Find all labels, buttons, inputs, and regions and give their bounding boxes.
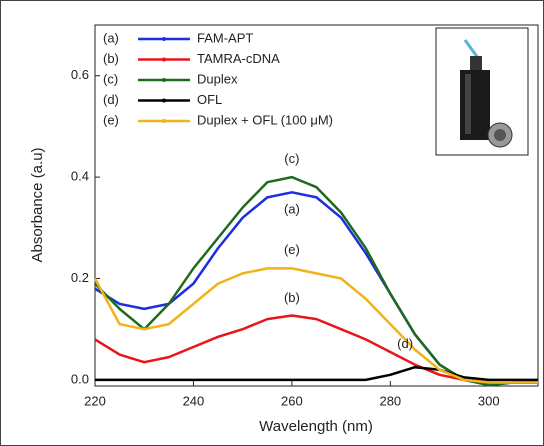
curve-annotation: (e)	[284, 242, 300, 257]
legend-marker	[162, 37, 166, 41]
legend-tag: (b)	[103, 51, 119, 66]
curve-annotation: (d)	[397, 336, 413, 351]
x-tick-label: 280	[379, 393, 401, 408]
legend-tag: (d)	[103, 92, 119, 107]
x-tick-label: 220	[84, 393, 106, 408]
legend-label: TAMRA-cDNA	[197, 51, 280, 66]
y-tick-label: 0.6	[71, 67, 89, 82]
inset-image	[435, 27, 529, 156]
series-line	[95, 365, 538, 382]
legend-marker	[162, 57, 166, 62]
legend-marker	[162, 119, 166, 123]
legend-label: OFL	[197, 92, 222, 107]
x-tick-label: 240	[183, 393, 205, 408]
curve-annotation: (c)	[284, 151, 299, 166]
curve-annotation: (a)	[284, 202, 300, 217]
plot-frame	[94, 24, 539, 387]
legend-label: Duplex + OFL (100 μM)	[197, 112, 333, 127]
legend-label: Duplex	[197, 71, 238, 86]
legend-tag: (a)	[103, 30, 119, 45]
legend-tag: (e)	[103, 112, 119, 127]
y-axis-label: Absorbance (a.u)	[29, 147, 46, 262]
series-line	[93, 267, 538, 384]
legend-marker	[162, 78, 166, 82]
curve-annotation: (b)	[284, 290, 300, 305]
x-axis-label: Wavelength (nm)	[259, 418, 373, 435]
y-tick-label: 0.2	[71, 270, 89, 285]
legend-tag: (c)	[103, 71, 118, 86]
y-tick-label: 0.0	[71, 371, 89, 386]
y-tick-label: 0.4	[71, 169, 89, 184]
x-tick-label: 260	[281, 393, 303, 408]
legend-marker	[162, 98, 166, 103]
x-tick-label: 300	[478, 393, 500, 408]
legend-label: FAM-APT	[197, 30, 253, 45]
